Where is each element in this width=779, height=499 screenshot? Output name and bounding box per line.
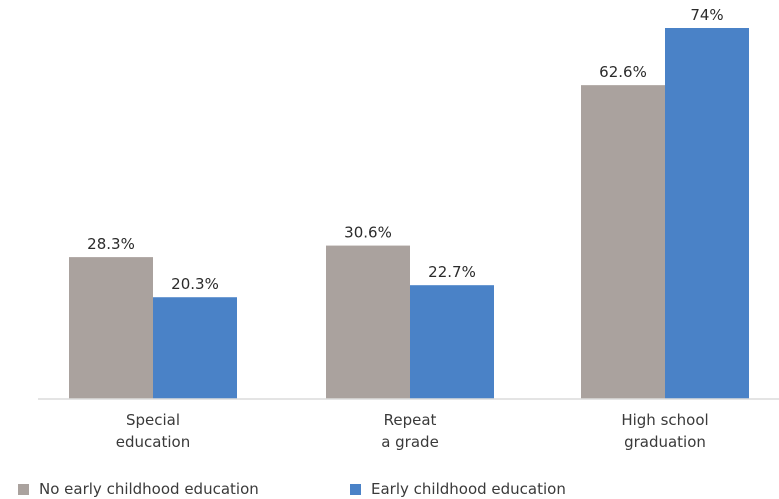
- bar-no-early-1: [326, 245, 410, 399]
- category-label-1-line-1: a grade: [381, 433, 439, 451]
- bar-labels-group: 28.3% 20.3% 30.6% 22.7% 62.6% 74%: [87, 6, 724, 293]
- bar-no-early-0: [69, 257, 153, 399]
- legend-label-1: Early childhood education: [371, 480, 566, 498]
- legend-swatch-1: [350, 484, 361, 495]
- bar-early-2: [665, 28, 749, 399]
- data-label-1-1: 22.7%: [428, 263, 476, 281]
- category-labels-group: Special education Repeat a grade High school…: [116, 411, 709, 451]
- category-label-2-line-0: High school: [621, 411, 708, 429]
- category-label-1-line-0: Repeat: [384, 411, 437, 429]
- legend: No early childhood education Early childh…: [18, 480, 566, 498]
- bar-no-early-2: [581, 85, 665, 399]
- data-label-1-2: 74%: [690, 6, 723, 24]
- data-label-0-2: 62.6%: [599, 63, 647, 81]
- bar-early-1: [410, 285, 494, 399]
- category-label-0-line-0: Special: [126, 411, 180, 429]
- bars-group: [69, 28, 749, 399]
- data-label-0-1: 30.6%: [344, 224, 392, 242]
- category-label-0-line-1: education: [116, 433, 190, 451]
- data-label-1-0: 20.3%: [171, 275, 219, 293]
- legend-label-0: No early childhood education: [39, 480, 259, 498]
- bar-early-0: [153, 297, 237, 399]
- legend-swatch-0: [18, 484, 29, 495]
- data-label-0-0: 28.3%: [87, 235, 135, 253]
- category-label-2-line-1: graduation: [624, 433, 706, 451]
